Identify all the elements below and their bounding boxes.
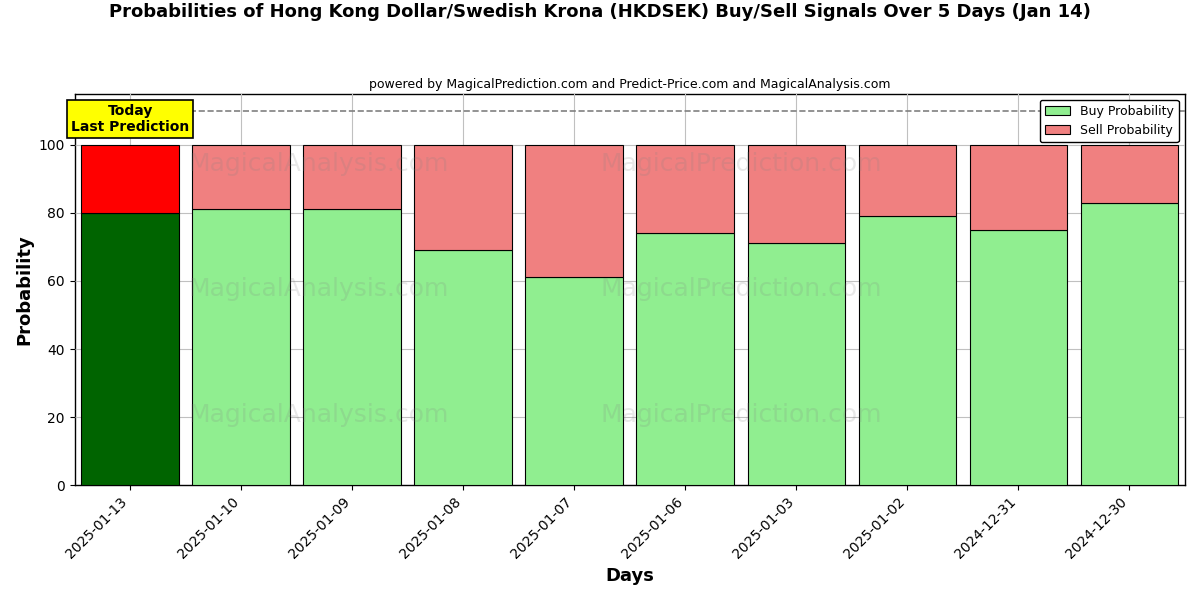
- Text: MagicalAnalysis.com: MagicalAnalysis.com: [188, 277, 449, 301]
- Bar: [192, 209, 290, 485]
- Bar: [636, 145, 734, 233]
- Text: Probabilities of Hong Kong Dollar/Swedish Krona (HKDSEK) Buy/Sell Signals Over 5: Probabilities of Hong Kong Dollar/Swedis…: [109, 3, 1091, 21]
- Title: powered by MagicalPrediction.com and Predict-Price.com and MagicalAnalysis.com: powered by MagicalPrediction.com and Pre…: [370, 78, 890, 91]
- Bar: [748, 244, 845, 485]
- Bar: [304, 209, 401, 485]
- Bar: [1081, 145, 1178, 203]
- Bar: [1081, 203, 1178, 485]
- Bar: [414, 145, 512, 250]
- Bar: [82, 145, 179, 213]
- Text: MagicalAnalysis.com: MagicalAnalysis.com: [188, 403, 449, 427]
- Bar: [970, 230, 1067, 485]
- Bar: [748, 145, 845, 244]
- Legend: Buy Probability, Sell Probability: Buy Probability, Sell Probability: [1040, 100, 1178, 142]
- Text: Today
Last Prediction: Today Last Prediction: [71, 104, 190, 134]
- Bar: [526, 145, 623, 277]
- Text: MagicalAnalysis.com: MagicalAnalysis.com: [188, 152, 449, 176]
- Bar: [636, 233, 734, 485]
- Bar: [858, 216, 956, 485]
- Bar: [970, 145, 1067, 230]
- Bar: [82, 213, 179, 485]
- Y-axis label: Probability: Probability: [16, 234, 34, 345]
- X-axis label: Days: Days: [605, 567, 654, 585]
- Bar: [526, 277, 623, 485]
- Text: MagicalPrediction.com: MagicalPrediction.com: [600, 277, 882, 301]
- Bar: [304, 145, 401, 209]
- Bar: [192, 145, 290, 209]
- Bar: [858, 145, 956, 216]
- Text: MagicalPrediction.com: MagicalPrediction.com: [600, 403, 882, 427]
- Bar: [414, 250, 512, 485]
- Text: MagicalPrediction.com: MagicalPrediction.com: [600, 152, 882, 176]
